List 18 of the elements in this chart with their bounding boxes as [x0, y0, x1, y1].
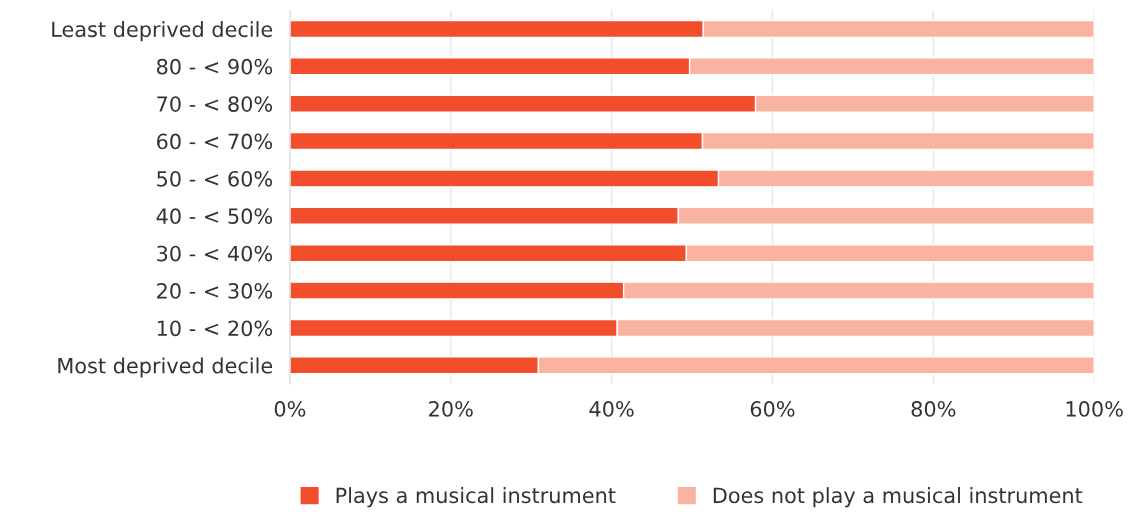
- y-tick-label: 60 - < 70%: [157, 133, 273, 150]
- y-tick-label: 70 - < 80%: [157, 96, 273, 112]
- y-tick-label: 40 - < 50%: [156, 208, 273, 225]
- x-tick-label: 0%: [274, 401, 306, 417]
- y-tick-label: 30 - < 40%: [157, 245, 273, 262]
- y-tick-label: 50 - < 60%: [157, 170, 273, 187]
- y-tick-label: 10 - < 20%: [157, 320, 273, 337]
- x-tick-label: 80%: [911, 401, 956, 417]
- legend-label: Does not play a musical instrument: [713, 487, 1083, 508]
- x-tick-label: 40%: [589, 401, 634, 417]
- legend-label: Plays a musical instrument: [336, 487, 616, 508]
- x-tick-label: 20%: [429, 401, 473, 417]
- x-tick-label: 60%: [750, 401, 795, 417]
- y-tick-label: 20 - < 30%: [157, 283, 273, 299]
- y-tick-label: 80 - < 90%: [156, 58, 273, 75]
- y-tick-label: Least deprived decile: [52, 21, 273, 42]
- x-tick-label: 100%: [1066, 401, 1123, 417]
- y-tick-label: Most deprived decile: [58, 357, 273, 378]
